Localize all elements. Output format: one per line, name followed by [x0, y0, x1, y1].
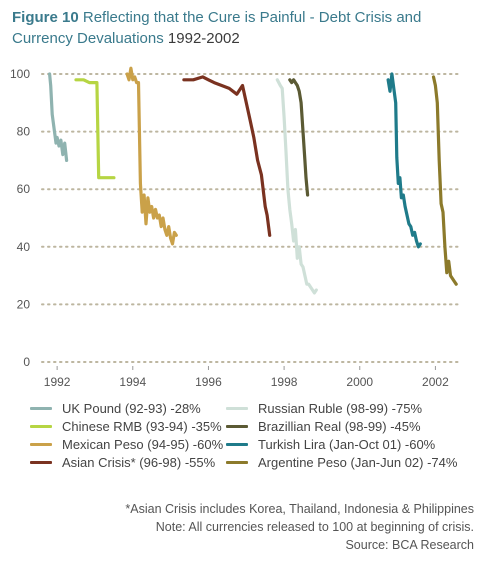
legend-swatch: [226, 425, 248, 428]
legend-item: Turkish Lira (Jan-Oct 01) -60%: [226, 437, 435, 452]
line-chart: 0 20 40 60 80 100 1992 1994 1996 1998 2000 2002: [10, 66, 461, 389]
legend-label: Mexican Peso (94-95) -60%: [62, 437, 224, 452]
y-tick-label: 0: [23, 355, 30, 369]
legend-swatch: [226, 407, 248, 410]
footnote-rebased: Note: All currencies released to 100 at …: [155, 520, 474, 534]
y-tick-label: 40: [17, 240, 31, 254]
series-line-1: [74, 78, 116, 180]
legend-label: Turkish Lira (Jan-Oct 01) -60%: [258, 437, 436, 452]
legend-item: UK Pound (92-93) -28%: [30, 401, 201, 416]
series-line-0: [48, 72, 69, 162]
legend-label: Argentine Peso (Jan-Jun 02) -74%: [258, 455, 458, 470]
x-tick-label: 1992: [44, 375, 71, 389]
series-line-6: [386, 72, 422, 249]
x-tick-label: 2000: [346, 375, 373, 389]
legend-item: Asian Crisis* (96-98) -55%: [30, 455, 215, 470]
legend-item: Mexican Peso (94-95) -60%: [30, 437, 223, 452]
legend-swatch: [30, 461, 52, 464]
y-tick-label: 80: [17, 125, 31, 139]
series-line-3: [182, 75, 272, 237]
y-tick-label: 60: [17, 182, 31, 196]
chart-title: Figure 10 Reflecting that the Cure is Pa…: [12, 7, 472, 49]
y-tick-label: 20: [17, 297, 31, 311]
legend-label: Chinese RMB (93-94) -35%: [62, 419, 222, 434]
title-years: 1992-2002: [167, 30, 240, 47]
legend-label: Asian Crisis* (96-98) -55%: [62, 455, 216, 470]
x-tick-label: 1994: [119, 375, 146, 389]
footnote-source: Source: BCA Research: [345, 538, 474, 552]
legend-item: Brazillian Real (98-99) -45%: [226, 419, 421, 434]
legend-item: Argentine Peso (Jan-Jun 02) -74%: [226, 455, 457, 470]
y-tick-label: 100: [10, 67, 30, 81]
title-text: Reflecting that the Cure is Painful - De…: [12, 9, 422, 47]
legend-label: UK Pound (92-93) -28%: [62, 401, 201, 416]
footnotes: *Asian Crisis includes Korea, Thailand, …: [125, 500, 474, 554]
series-line-7: [431, 75, 458, 286]
legend-swatch: [30, 407, 52, 410]
x-tick-label: 1996: [195, 375, 222, 389]
legend-swatch: [30, 425, 52, 428]
series-line-5: [288, 78, 310, 197]
series-line-4: [275, 78, 318, 295]
legend-swatch: [30, 443, 52, 446]
legend-item: Russian Ruble (98-99) -75%: [226, 401, 422, 416]
legend-swatch: [226, 461, 248, 464]
legend-label: Brazillian Real (98-99) -45%: [258, 419, 421, 434]
x-tick-label: 1998: [271, 375, 298, 389]
legend-item: Chinese RMB (93-94) -35%: [30, 419, 222, 434]
footnote-asian-crisis: *Asian Crisis includes Korea, Thailand, …: [125, 502, 474, 516]
legend-label: Russian Ruble (98-99) -75%: [258, 401, 423, 416]
x-tick-label: 2002: [422, 375, 449, 389]
legend-swatch: [226, 443, 248, 446]
figure-label: Figure 10: [12, 9, 79, 26]
series-line-2: [125, 66, 178, 246]
